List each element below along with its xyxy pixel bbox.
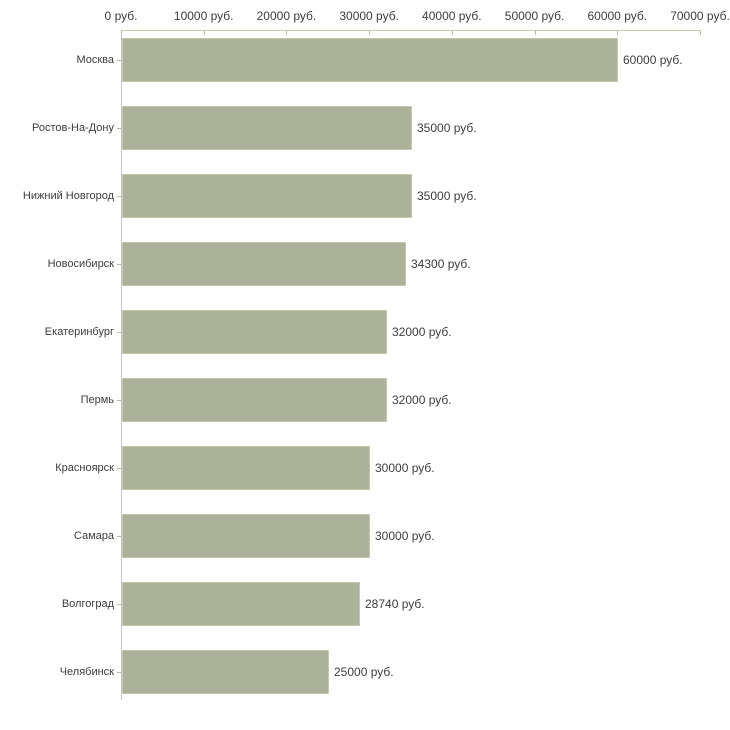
bar	[122, 377, 387, 422]
bar	[122, 105, 412, 150]
x-tick-mark	[700, 30, 701, 35]
category-label: Волгоград	[61, 597, 114, 610]
y-tick-mark	[117, 128, 121, 129]
y-tick-mark	[117, 264, 121, 265]
value-label: 32000 руб.	[392, 324, 452, 339]
x-tick-mark	[369, 30, 370, 35]
y-tick-mark	[117, 536, 121, 537]
category-label: Челябинск	[59, 665, 114, 678]
value-label: 30000 руб.	[375, 460, 435, 475]
x-tick-label: 60000 руб.	[587, 9, 648, 23]
category-label: Новосибирск	[47, 257, 114, 270]
y-tick-mark	[117, 672, 121, 673]
y-tick-mark	[117, 468, 121, 469]
value-label: 60000 руб.	[623, 52, 683, 67]
category-label: Самара	[73, 529, 114, 542]
bar	[122, 581, 360, 626]
x-tick-label: 20000 руб.	[256, 9, 317, 23]
y-tick-mark	[117, 196, 121, 197]
bar	[122, 309, 387, 354]
category-label: Пермь	[80, 393, 114, 406]
bar	[122, 513, 370, 558]
value-label: 25000 руб.	[334, 664, 394, 679]
category-label: Нижний Новгород	[22, 189, 114, 202]
x-tick-mark	[286, 30, 287, 35]
bar	[122, 173, 412, 218]
bar	[122, 241, 406, 286]
y-tick-mark	[117, 604, 121, 605]
x-tick-mark	[535, 30, 536, 35]
x-axis-line	[121, 30, 701, 31]
x-tick-mark	[617, 30, 618, 35]
y-tick-mark	[117, 60, 121, 61]
value-label: 35000 руб.	[417, 188, 477, 203]
value-label: 35000 руб.	[417, 120, 477, 135]
bar	[122, 445, 370, 490]
value-label: 30000 руб.	[375, 528, 435, 543]
x-tick-mark	[452, 30, 453, 35]
x-tick-label: 50000 руб.	[504, 9, 565, 23]
y-axis-line	[121, 30, 122, 700]
y-tick-mark	[117, 400, 121, 401]
x-tick-label: 30000 руб.	[339, 9, 399, 23]
x-tick-label: 10000 руб.	[173, 9, 234, 23]
x-tick-label: 40000 руб.	[422, 9, 482, 23]
value-label: 28740 руб.	[365, 596, 425, 611]
category-label: Красноярск	[55, 461, 114, 474]
bar	[122, 37, 618, 82]
x-tick-label: 0 руб.	[104, 9, 138, 23]
value-label: 32000 руб.	[392, 392, 452, 407]
value-label: 34300 руб.	[411, 256, 471, 271]
x-tick-label: 70000 руб.	[670, 9, 730, 23]
bar	[122, 649, 329, 694]
x-tick-mark	[121, 30, 122, 35]
category-label: Екатеринбург	[44, 325, 114, 338]
category-label: Ростов-На-Дону	[31, 121, 114, 134]
y-tick-mark	[117, 332, 121, 333]
category-label: Москва	[76, 53, 114, 66]
x-tick-mark	[204, 30, 205, 35]
